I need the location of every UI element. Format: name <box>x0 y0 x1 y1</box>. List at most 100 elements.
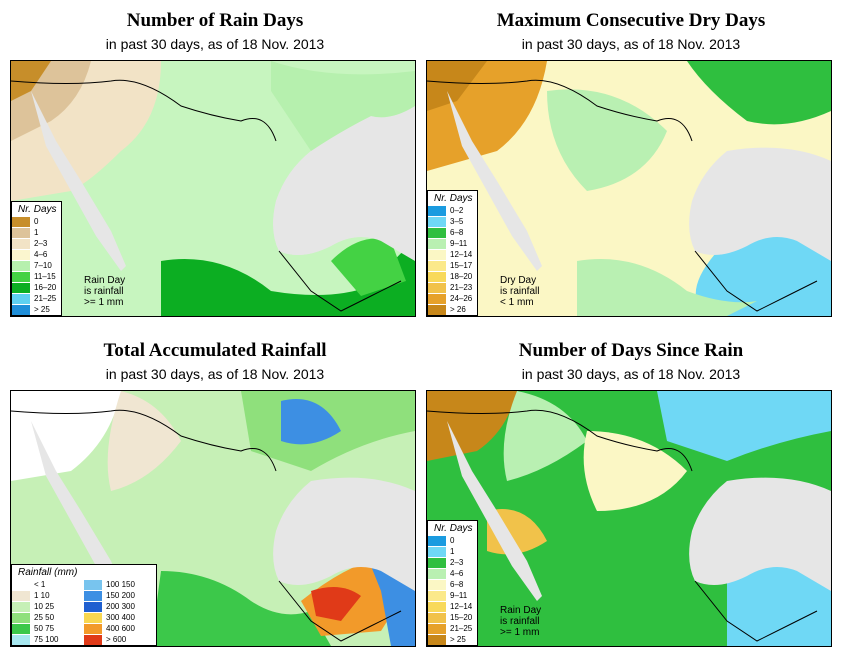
legend-item: 9–11 <box>428 590 477 601</box>
legend-label: 200 300 <box>106 602 135 611</box>
legend-label: 16–20 <box>34 283 57 292</box>
legend-label: 1 <box>450 547 455 556</box>
legend-swatch <box>12 249 30 260</box>
legend-swatch <box>12 579 30 590</box>
legend-swatch <box>428 282 446 293</box>
note-line: Rain Day <box>84 275 126 286</box>
note-line: >= 1 mm <box>84 297 124 308</box>
panel-subtitle: in past 30 days, as of 18 Nov. 2013 <box>521 36 741 52</box>
legend-label: 3–5 <box>450 217 464 226</box>
legend-item: 6–8 <box>428 579 477 590</box>
legend-title: Nr. Days <box>434 193 473 204</box>
legend-days-since-rain: Nr. Days 0 1 2–3 4–6 6–8 9–11 12–14 15–20 21–25 >… <box>427 520 478 646</box>
legend-item: 0–2 <box>428 205 477 216</box>
legend-label: 10 25 <box>34 602 55 611</box>
legend-swatch <box>428 557 446 568</box>
legend-item: 75 100 <box>12 634 84 645</box>
legend-swatch <box>84 612 102 623</box>
legend-label: 75 100 <box>34 635 59 644</box>
legend-item: 3–5 <box>428 216 477 227</box>
map-rain-days: Nr. Days 0 1 2–3 4–6 7–10 11–15 16–20 21–25 > 25… <box>10 60 416 317</box>
legend-label: > 25 <box>450 635 466 644</box>
map-note: Rain Day is rainfall >= 1 mm <box>500 605 541 638</box>
legend-label: 1 <box>34 228 39 237</box>
legend-label: 50 75 <box>34 624 55 633</box>
legend-swatch <box>428 579 446 590</box>
legend-label: 4–6 <box>450 569 464 578</box>
legend-item: 1 <box>12 227 61 238</box>
legend-item: 7–10 <box>12 260 61 271</box>
panel-total-rainfall: Total Accumulated Rainfall in past 30 da… <box>10 330 420 650</box>
legend-label: 6–8 <box>450 580 464 589</box>
legend-item: 4–6 <box>428 568 477 579</box>
legend-swatch <box>428 535 446 546</box>
panel-title: Number of Days Since Rain <box>518 340 744 361</box>
legend-label: 21–25 <box>34 294 57 303</box>
legend-swatch <box>428 546 446 557</box>
legend-item: 15–20 <box>428 612 477 623</box>
legend-label: 9–11 <box>450 591 468 600</box>
mexico-map <box>427 391 831 646</box>
legend-swatch <box>428 601 446 612</box>
legend-item: 100 150 <box>84 579 156 590</box>
legend-item: 11–15 <box>12 271 61 282</box>
note-line: Rain Day <box>500 605 542 616</box>
legend-swatch <box>84 623 102 634</box>
legend-item: 12–14 <box>428 249 477 260</box>
legend-label: 15–20 <box>450 613 473 622</box>
mexico-map <box>427 61 831 316</box>
legend-swatch <box>428 249 446 260</box>
legend-item: 21–23 <box>428 282 477 293</box>
legend-swatch <box>84 590 102 601</box>
panel-subtitle: in past 30 days, as of 18 Nov. 2013 <box>521 366 741 382</box>
legend-swatch <box>12 238 30 249</box>
legend-label: 18–20 <box>450 272 473 281</box>
panel-title: Number of Rain Days <box>126 10 304 31</box>
legend-swatch <box>12 601 30 612</box>
legend-swatch <box>12 634 30 645</box>
legend-item: 21–25 <box>428 623 477 634</box>
map-dry-days: Nr. Days 0–2 3–5 6–8 9–11 12–14 15–17 18–20 21–… <box>426 60 832 317</box>
legend-swatch <box>12 260 30 271</box>
legend-swatch <box>12 293 30 304</box>
legend-label: > 25 <box>34 305 50 314</box>
legend-item: 150 200 <box>84 590 156 601</box>
legend-swatch <box>12 590 30 601</box>
panel-dry-days: Maximum Consecutive Dry Days in past 30 … <box>426 0 836 320</box>
legend-swatch <box>12 282 30 293</box>
legend-item: 12–14 <box>428 601 477 612</box>
legend-swatch <box>428 205 446 216</box>
legend-label: 15–17 <box>450 261 473 270</box>
legend-item: 25 50 <box>12 612 84 623</box>
legend-item: 16–20 <box>12 282 61 293</box>
legend-label: 9–11 <box>450 239 468 248</box>
panel-days-since-rain: Number of Days Since Rain in past 30 day… <box>426 330 836 650</box>
legend-item: < 1 <box>12 579 84 590</box>
legend-label: 2–3 <box>34 239 48 248</box>
legend-item: 21–25 <box>12 293 61 304</box>
legend-title: Nr. Days <box>18 204 57 215</box>
legend-label: 0 <box>34 217 39 226</box>
panel-subtitle: in past 30 days, as of 18 Nov. 2013 <box>105 36 325 52</box>
legend-label: 24–26 <box>450 294 473 303</box>
legend-label: 25 50 <box>34 613 55 622</box>
legend-item: 200 300 <box>84 601 156 612</box>
legend-swatch <box>428 216 446 227</box>
legend-item: 10 25 <box>12 601 84 612</box>
legend-swatch <box>428 260 446 271</box>
legend-label: 100 150 <box>106 580 135 589</box>
legend-swatch <box>428 293 446 304</box>
legend-label: 11–15 <box>34 272 56 281</box>
legend-swatch <box>12 612 30 623</box>
legend-item: 1 <box>428 546 477 557</box>
legend-item: 24–26 <box>428 293 477 304</box>
legend-label: 2–3 <box>450 558 464 567</box>
legend-swatch <box>428 227 446 238</box>
legend-swatch <box>428 612 446 623</box>
legend-item: 18–20 <box>428 271 477 282</box>
legend-label: 150 200 <box>106 591 135 600</box>
legend-swatch <box>428 238 446 249</box>
mexico-map <box>11 61 415 316</box>
legend-item: > 600 <box>84 634 156 645</box>
legend-total-rainfall: Rainfall (mm) < 1 100 150 1 10 150 200 10 25… <box>11 564 157 646</box>
